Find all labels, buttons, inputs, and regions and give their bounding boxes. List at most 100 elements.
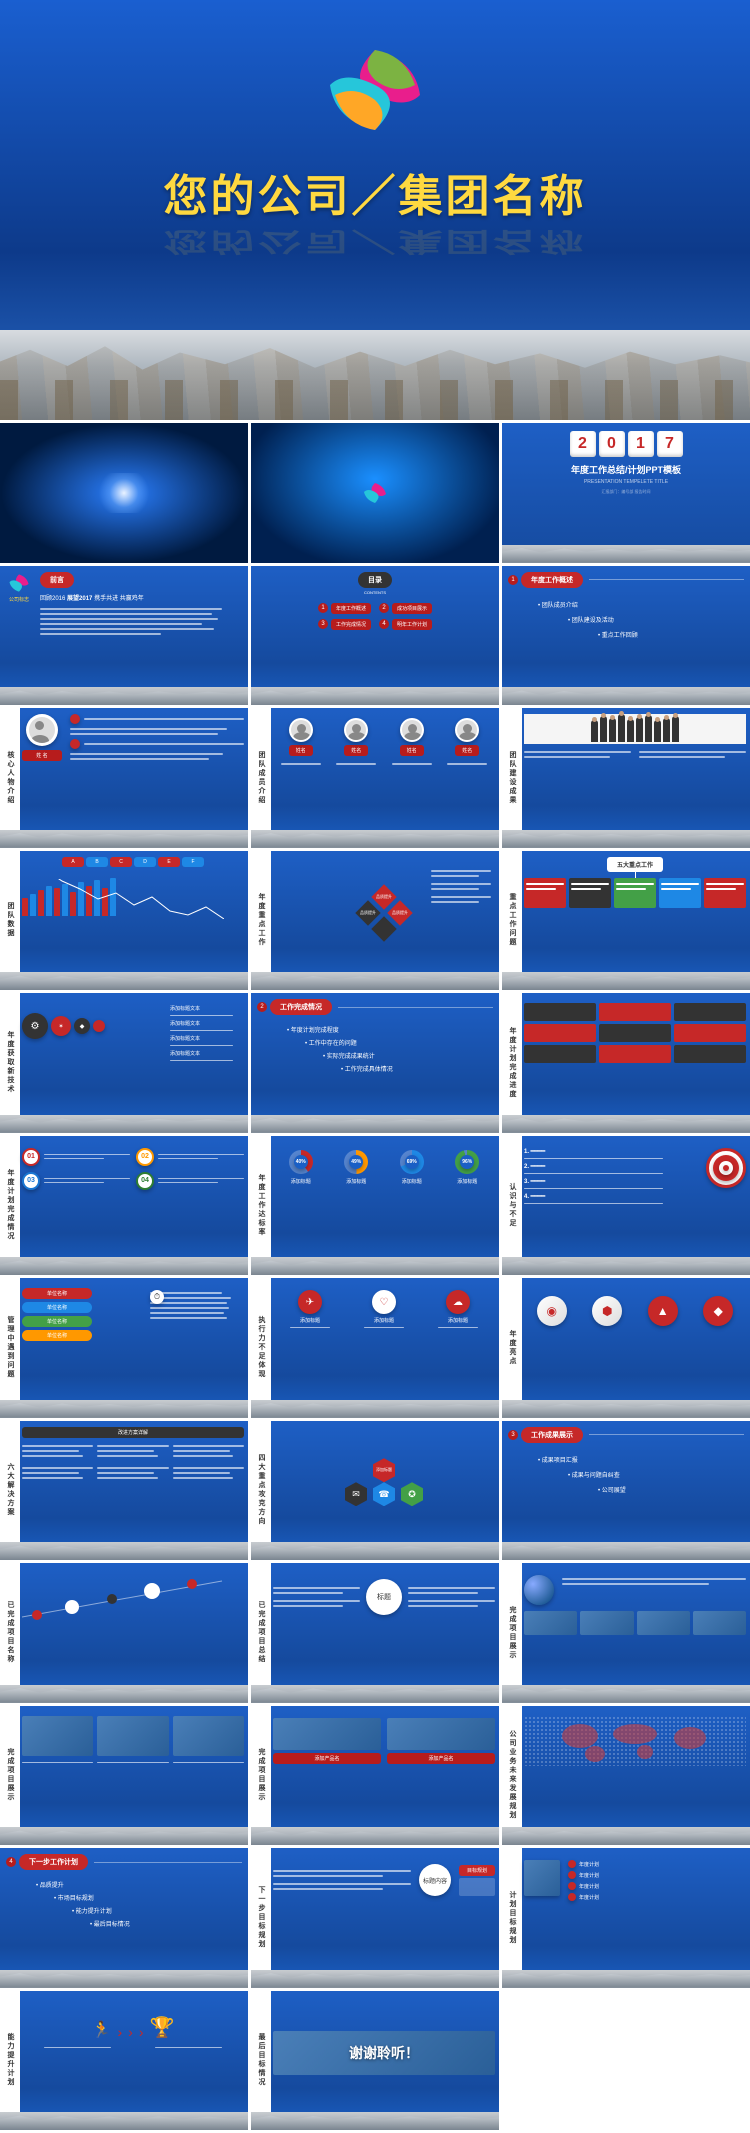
s7-sidebar: 核心人物介绍 <box>5 751 15 805</box>
s14-badge: 工作完成情况 <box>270 999 332 1015</box>
slide-19[interactable]: 管理中遇到问题 单位名称单位名称单位名称单位名称 ⏱ <box>0 1278 248 1418</box>
toc-1: 年度工作概述 <box>331 603 371 614</box>
slide-14[interactable]: 2工作完成情况 • 年度计划完成程度 • 工作中存在的问题 • 实际完成成果统计… <box>251 993 499 1133</box>
s12-sidebar: 重点工作问题 <box>507 893 517 947</box>
slide-32[interactable]: 下一步目标规划 标题内容 目标规划 <box>251 1848 499 1988</box>
s31-i2: 市场目标规划 <box>58 1896 94 1902</box>
slide-20[interactable]: 执行力不足体现 ✈添加标题 ♡添加标题 ☁添加标题 <box>251 1278 499 1418</box>
toc-3: 工作完成情况 <box>331 619 371 630</box>
slide-13[interactable]: 年度获取新技术 ⚙ ✶ ◆ 添加标题文本 添加标题文本 添加标题文本 添加标题文… <box>0 993 248 1133</box>
slide-28[interactable]: 完成项目展示 <box>0 1706 248 1846</box>
s34-sidebar: 能力提升计划 <box>5 2033 15 2087</box>
s35-sidebar: 最后目标情况 <box>256 2033 266 2087</box>
slide-27[interactable]: 完成项目展示 <box>502 1563 750 1703</box>
slide-26[interactable]: 已完成项目总结 标题 <box>251 1563 499 1703</box>
s33-i1: 年度计划 <box>579 1861 599 1868</box>
slide-17[interactable]: 年度工作达标率 40%49%69%96% 添加标题添加标题 添加标题添加标题 <box>251 1136 499 1276</box>
slide-33[interactable]: 计划目标规划 年度计划 年度计划 年度计划 年度计划 <box>502 1848 750 1988</box>
s8-sidebar: 团队成员介绍 <box>256 751 266 805</box>
slide-15[interactable]: 年度计划完成进度 <box>502 993 750 1133</box>
slide-5[interactable]: 目录 CONTENTS 1年度工作概述 2成功项目展示 3工作完成情况 4明年工… <box>251 566 499 706</box>
s3-meta: 汇报部门：编号部 报告时间 <box>502 489 750 495</box>
preface-badge: 前言 <box>40 572 74 588</box>
slide-35[interactable]: 最后目标情况 谢谢聆听！ <box>251 1991 499 2131</box>
s33-i2: 年度计划 <box>579 1872 599 1879</box>
s31-i4: 最后目标情况 <box>94 1922 130 1928</box>
slide-29[interactable]: 完成项目展示 添加产品名 添加产品名 <box>251 1706 499 1846</box>
s13-i2: 添加标题文本 <box>170 1020 240 1027</box>
s11-sidebar: 年度重点工作 <box>256 893 266 947</box>
year-boxes: 2 0 1 7 <box>502 431 750 457</box>
s29-l1: 添加产品名 <box>273 1753 381 1764</box>
s31-i3: 能力提升计划 <box>76 1909 112 1915</box>
s21-sidebar: 年度亮点 <box>507 1330 517 1366</box>
s22-sidebar: 六大解决方案 <box>5 1463 15 1517</box>
slide-3[interactable]: 2 0 1 7 年度工作总结/计划PPT模板 PRESENTATION TEMP… <box>502 423 750 563</box>
s23-center: 添加标题 <box>373 1458 395 1482</box>
s13-i3: 添加标题文本 <box>170 1035 240 1042</box>
s24-i2: 成果与问题自纠查 <box>572 1473 620 1479</box>
s26-sidebar: 已完成项目总结 <box>256 1601 266 1664</box>
s17-sidebar: 年度工作达标率 <box>256 1174 266 1237</box>
s14-i4: 工作完成具体情况 <box>345 1067 393 1073</box>
s11-d2: 品质提升 <box>360 910 376 916</box>
contents-badge: 目录 <box>358 572 392 588</box>
slide-23[interactable]: 四大重点攻克方向 添加标题 ✉ ☎ ✪ <box>251 1421 499 1561</box>
toc-4: 明年工作计划 <box>392 619 432 630</box>
slide-10[interactable]: 团队数据 AB CD EF <box>0 851 248 991</box>
s6-item3: • 重点工作回顾 <box>598 630 744 639</box>
slide-8[interactable]: 团队成员介绍 姓名 姓名 姓名 姓名 <box>251 708 499 848</box>
slide-34[interactable]: 能力提升计划 🏃 › › › 🏆 <box>0 1991 248 2131</box>
s31-badge: 下一步工作计划 <box>19 1854 88 1870</box>
s24-i1: 成果项目汇报 <box>542 1458 578 1464</box>
s19-sidebar: 管理中遇到问题 <box>5 1316 15 1379</box>
slide-grid: 2 0 1 7 年度工作总结/计划PPT模板 PRESENTATION TEMP… <box>0 420 750 2133</box>
s20-l3: 添加标题 <box>438 1317 478 1324</box>
target-icon: ➤ ➤ <box>706 1148 746 1188</box>
logo-label: 公司标志 <box>9 596 29 603</box>
thanks-text: 谢谢聆听！ <box>349 2043 419 2063</box>
s27-sidebar: 完成项目展示 <box>507 1606 517 1660</box>
s6-item1: • 团队成员介绍 <box>538 600 744 609</box>
s28-sidebar: 完成项目展示 <box>5 1748 15 1802</box>
slide-18[interactable]: 认识与不足 1. ━━━━ 2. ━━━━ 3. ━━━━ 4. ━━━━ ➤ … <box>502 1136 750 1276</box>
digit-2: 2 <box>570 431 596 457</box>
slide-31[interactable]: 4下一步工作计划 • 品质提升 • 市场目标规划 • 能力提升计划 • 最后目标… <box>0 1848 248 1988</box>
cover-slide: 您的公司／集团名称 您的公司／集团名称 <box>0 0 750 420</box>
digit-1: 1 <box>628 431 654 457</box>
slide-6[interactable]: 1年度工作概述 • 团队成员介绍 • 团队建设及活动 • 重点工作回顾 <box>502 566 750 706</box>
slide-9[interactable]: 团队建设成果 <box>502 708 750 848</box>
slide-4[interactable]: 公司标志 前言 回顾2016 展望2017 携手共进 共赢鸡年 <box>0 566 248 706</box>
s24-i3: 公司展望 <box>602 1488 626 1494</box>
digit-0: 0 <box>599 431 625 457</box>
wolf-image <box>94 473 154 513</box>
slide-1[interactable] <box>0 423 248 563</box>
contents-sub: CONTENTS <box>364 590 386 595</box>
s9-sidebar: 团队建设成果 <box>507 751 517 805</box>
slide-16[interactable]: 年度计划完成情况 01020304 <box>0 1136 248 1276</box>
s26-center: 标题 <box>366 1579 402 1615</box>
team-photo <box>524 714 746 744</box>
slide-24[interactable]: 3工作成果展示 • 成果项目汇报 • 成果与问题自纠查 • 公司展望 <box>502 1421 750 1561</box>
s14-i2: 工作中存在的问题 <box>309 1041 357 1047</box>
s18-sidebar: 认识与不足 <box>507 1183 517 1228</box>
s11-d1: 品质提升 <box>376 894 392 900</box>
slide-30[interactable]: 公司业务未来发展规划 <box>502 1706 750 1846</box>
s25-sidebar: 已完成项目名称 <box>5 1601 15 1664</box>
slide-7[interactable]: 核心人物介绍 姓 名 <box>0 708 248 848</box>
slide-25[interactable]: 已完成项目名称 <box>0 1563 248 1703</box>
slide-12[interactable]: 重点工作问题 五大重点工作 <box>502 851 750 991</box>
slide-11[interactable]: 年度重点工作 品质提升 品质提升 品质提升 <box>251 851 499 991</box>
preface-text: 回顾2016 展望2017 携手共进 共赢鸡年 <box>40 593 242 602</box>
s29-l2: 添加产品名 <box>387 1753 495 1764</box>
s20-sidebar: 执行力不足体现 <box>256 1316 266 1379</box>
slide-21[interactable]: 年度亮点 ◉ ⬢ ▲ ◆ <box>502 1278 750 1418</box>
s14-i3: 实际完成成果统计 <box>327 1054 375 1060</box>
logo-block: 公司标志 <box>6 572 32 603</box>
slide-2[interactable] <box>251 423 499 563</box>
slide-22[interactable]: 六大解决方案 改进方案详解 <box>0 1421 248 1561</box>
s16-sidebar: 年度计划完成情况 <box>5 1169 15 1241</box>
s22-head: 改进方案详解 <box>22 1427 244 1438</box>
s13-sidebar: 年度获取新技术 <box>5 1031 15 1094</box>
mountain-decoration <box>0 330 750 420</box>
